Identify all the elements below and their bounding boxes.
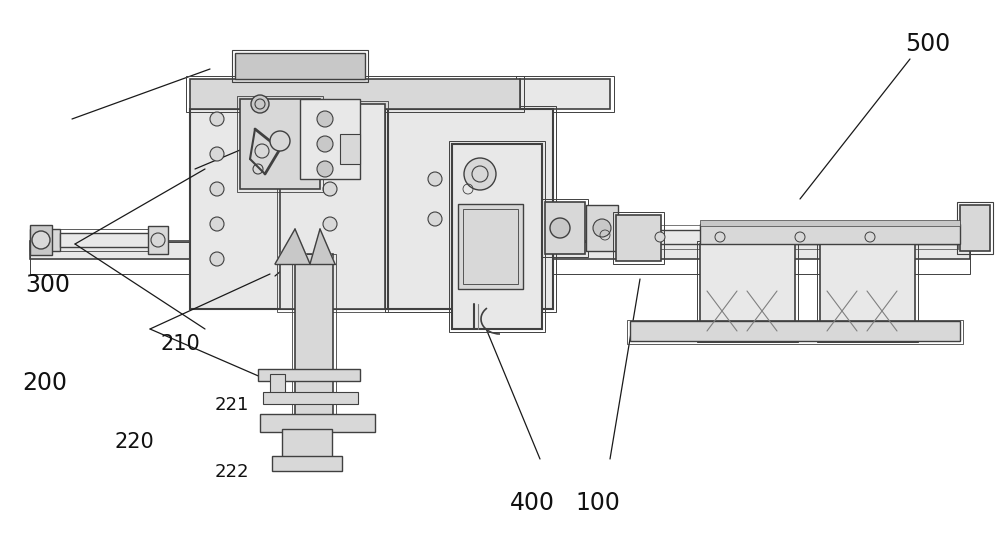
Bar <box>260 414 375 432</box>
Text: 222: 222 <box>215 463 250 481</box>
Circle shape <box>151 233 165 247</box>
Bar <box>463 209 518 284</box>
Bar <box>613 212 664 264</box>
Circle shape <box>715 232 725 242</box>
Text: 220: 220 <box>115 432 155 452</box>
Polygon shape <box>275 229 310 264</box>
Circle shape <box>210 147 224 161</box>
Circle shape <box>270 131 290 151</box>
Circle shape <box>32 231 50 249</box>
Bar <box>542 199 588 257</box>
Bar <box>586 205 618 251</box>
Bar <box>630 321 960 341</box>
Circle shape <box>428 172 442 186</box>
Bar <box>186 76 524 112</box>
Bar <box>817 241 918 342</box>
Bar <box>700 224 960 244</box>
Bar <box>700 220 960 226</box>
Text: 200: 200 <box>22 371 67 395</box>
Circle shape <box>464 158 496 190</box>
Bar <box>258 369 360 381</box>
Circle shape <box>210 217 224 231</box>
Circle shape <box>251 95 269 113</box>
Bar <box>30 241 970 259</box>
Circle shape <box>317 136 333 152</box>
Bar <box>452 144 542 329</box>
Text: 500: 500 <box>905 32 950 56</box>
Circle shape <box>493 212 507 226</box>
Bar <box>545 202 585 254</box>
Bar <box>618 230 958 244</box>
Bar <box>627 320 963 344</box>
Bar <box>960 205 990 251</box>
Bar <box>340 134 360 164</box>
Bar <box>957 202 993 254</box>
Bar <box>190 109 430 309</box>
Bar <box>263 392 358 404</box>
Circle shape <box>593 219 611 237</box>
Bar <box>277 101 388 312</box>
Bar <box>235 53 365 79</box>
Bar <box>449 141 545 332</box>
Circle shape <box>323 147 337 161</box>
Circle shape <box>323 182 337 196</box>
Circle shape <box>493 172 507 186</box>
Bar <box>520 79 610 109</box>
Bar <box>292 254 336 432</box>
Circle shape <box>210 182 224 196</box>
Circle shape <box>210 112 224 126</box>
Bar <box>388 109 553 309</box>
Circle shape <box>317 161 333 177</box>
Bar <box>30 225 52 255</box>
Text: 100: 100 <box>575 491 620 515</box>
Bar <box>616 215 661 261</box>
Polygon shape <box>310 229 335 264</box>
Bar <box>385 106 556 312</box>
Text: 210: 210 <box>160 334 200 354</box>
Bar <box>280 104 385 309</box>
Bar <box>516 76 614 112</box>
Circle shape <box>865 232 875 242</box>
Circle shape <box>428 212 442 226</box>
Bar <box>618 225 958 249</box>
Bar <box>60 233 155 247</box>
Bar <box>458 204 523 289</box>
Bar <box>237 96 323 192</box>
Bar <box>60 229 155 251</box>
Circle shape <box>210 252 224 266</box>
Bar <box>190 79 520 109</box>
Bar <box>272 456 342 471</box>
Text: 300: 300 <box>25 273 70 297</box>
Circle shape <box>795 232 805 242</box>
Bar <box>240 99 320 189</box>
Bar <box>282 429 332 459</box>
Circle shape <box>317 111 333 127</box>
Bar <box>697 241 798 342</box>
Bar <box>270 374 285 394</box>
Text: 221: 221 <box>215 396 249 414</box>
Bar <box>300 99 360 179</box>
Bar <box>232 50 368 82</box>
Bar <box>820 244 915 339</box>
Circle shape <box>323 217 337 231</box>
Bar <box>30 242 970 274</box>
Text: 400: 400 <box>510 491 555 515</box>
Bar <box>148 226 168 254</box>
Bar <box>30 229 60 251</box>
Circle shape <box>550 218 570 238</box>
Bar <box>700 244 795 339</box>
Bar <box>295 254 333 429</box>
Circle shape <box>655 232 665 242</box>
